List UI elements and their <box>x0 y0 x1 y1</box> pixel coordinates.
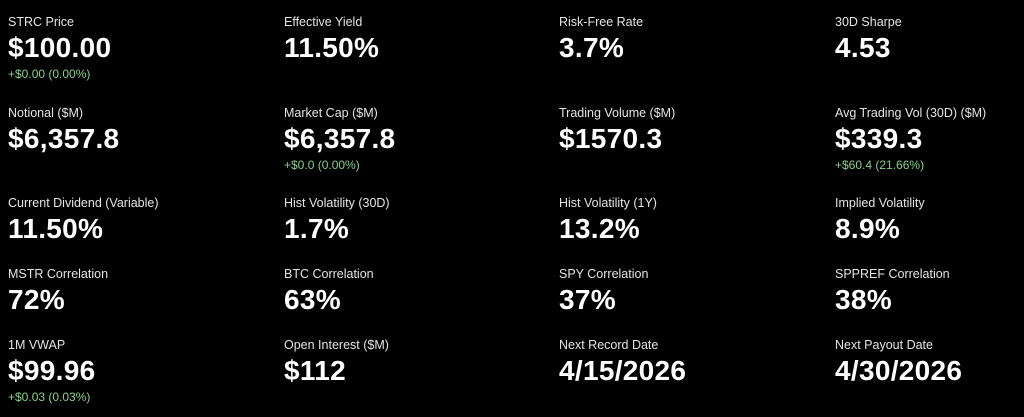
metric-card: STRC Price $100.00 +$0.00 (0.00%) <box>8 14 278 82</box>
metric-label: Risk-Free Rate <box>559 15 644 29</box>
metric-card: Hist Volatility (30D) 1.7% <box>284 195 554 246</box>
metric-label: Hist Volatility (30D) <box>284 196 390 210</box>
metrics-row: Notional ($M) $6,357.8 Market Cap ($M) $6,3… <box>0 105 1024 185</box>
metric-card: Hist Volatility (1Y) 13.2% <box>559 195 829 246</box>
metric-value: 4/15/2026 <box>559 355 687 386</box>
metric-value: $339.3 <box>835 123 923 154</box>
metric-card: MSTR Correlation 72% <box>8 266 278 317</box>
metric-label: SPY Correlation <box>559 267 649 281</box>
metric-label: Open Interest ($M) <box>284 338 389 352</box>
metric-card: Avg Trading Vol (30D) ($M) $339.3 +$60.4 (… <box>835 105 1024 173</box>
metric-label: Effective Yield <box>284 15 363 29</box>
metric-card: Market Cap ($M) $6,357.8 +$0.0 (0.00%) <box>284 105 554 173</box>
metric-value: 3.7% <box>559 32 625 63</box>
metric-value: 13.2% <box>559 213 640 244</box>
metric-value: $100.00 <box>8 32 112 63</box>
metric-value: 63% <box>284 284 341 315</box>
metric-card: Open Interest ($M) $112 <box>284 337 554 388</box>
metric-value: $99.96 <box>8 355 96 386</box>
metric-value: $6,357.8 <box>8 123 120 154</box>
metrics-row: 1M VWAP $99.96 +$0.03 (0.03%) Open Interest… <box>0 337 1024 417</box>
metric-value: $6,357.8 <box>284 123 396 154</box>
metric-change: +$60.4 (21.66%) <box>835 158 925 172</box>
metric-value: 11.50% <box>284 32 380 63</box>
metric-value: 8.9% <box>835 213 901 244</box>
metric-card: Risk-Free Rate 3.7% <box>559 14 829 65</box>
metric-label: MSTR Correlation <box>8 267 109 281</box>
metric-card: Implied Volatility 8.9% <box>835 195 1024 246</box>
metric-label: 30D Sharpe <box>835 15 902 29</box>
metric-card: Current Dividend (Variable) 11.50% <box>8 195 278 246</box>
metric-card: Notional ($M) $6,357.8 <box>8 105 278 156</box>
metric-value: 38% <box>835 284 892 315</box>
metric-card: SPPREF Correlation 38% <box>835 266 1024 317</box>
metric-card: 1M VWAP $99.96 +$0.03 (0.03%) <box>8 337 278 405</box>
metric-change: +$0.00 (0.00%) <box>8 67 91 81</box>
metric-label: Next Payout Date <box>835 338 933 352</box>
metric-label: SPPREF Correlation <box>835 267 950 281</box>
metric-label: 1M VWAP <box>8 338 66 352</box>
metric-value: $1570.3 <box>559 123 663 154</box>
metric-label: STRC Price <box>8 15 74 29</box>
metrics-row: MSTR Correlation 72% BTC Correlation 63% SPY… <box>0 266 1024 346</box>
metric-change: +$0.03 (0.03%) <box>8 390 91 404</box>
metric-card: SPY Correlation 37% <box>559 266 829 317</box>
metric-label: Notional ($M) <box>8 106 84 120</box>
metric-value: 1.7% <box>284 213 350 244</box>
metric-label: Next Record Date <box>559 338 659 352</box>
metric-card: Trading Volume ($M) $1570.3 <box>559 105 829 156</box>
metric-value: 11.50% <box>8 213 104 244</box>
metric-label: Current Dividend (Variable) <box>8 196 159 210</box>
metric-label: BTC Correlation <box>284 267 374 281</box>
metric-label: Implied Volatility <box>835 196 925 210</box>
metrics-row: Current Dividend (Variable) 11.50% Hist Vo… <box>0 195 1024 275</box>
metric-value: 4/30/2026 <box>835 355 963 386</box>
metric-card: 30D Sharpe 4.53 <box>835 14 1024 65</box>
metric-card: Next Payout Date 4/30/2026 <box>835 337 1024 388</box>
metric-value: $112 <box>284 355 346 386</box>
metrics-row: STRC Price $100.00 +$0.00 (0.00%) Effective… <box>0 14 1024 94</box>
metric-card: Effective Yield 11.50% <box>284 14 554 65</box>
metric-card: BTC Correlation 63% <box>284 266 554 317</box>
metric-card: Next Record Date 4/15/2026 <box>559 337 829 388</box>
metric-value: 72% <box>8 284 65 315</box>
metric-label: Market Cap ($M) <box>284 106 378 120</box>
metric-label: Trading Volume ($M) <box>559 106 676 120</box>
metric-label: Avg Trading Vol (30D) ($M) <box>835 106 987 120</box>
metric-value: 4.53 <box>835 32 891 63</box>
metric-change: +$0.0 (0.00%) <box>284 158 360 172</box>
metric-value: 37% <box>559 284 616 315</box>
metric-label: Hist Volatility (1Y) <box>559 196 657 210</box>
